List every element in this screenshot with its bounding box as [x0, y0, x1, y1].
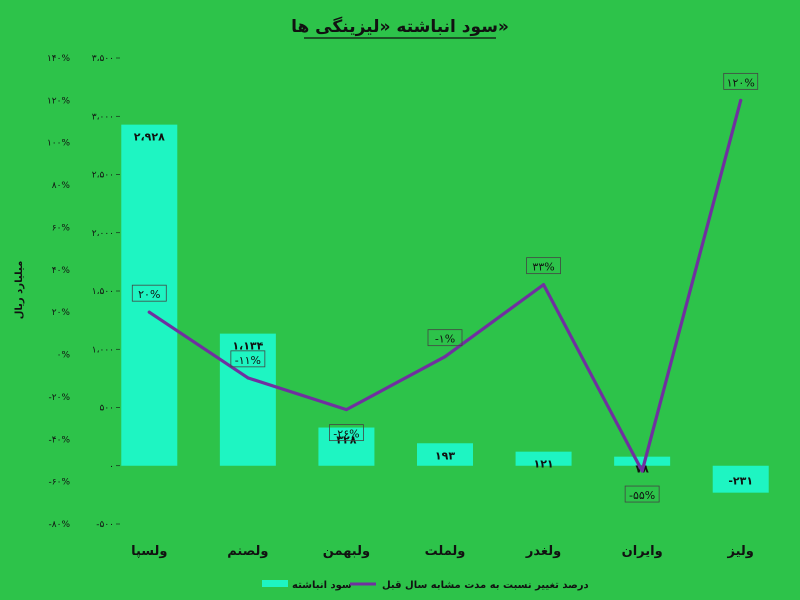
- line-series: [147, 98, 743, 473]
- value-tick-label: ۱،۰۰۰: [92, 345, 114, 355]
- bar: [712, 465, 769, 493]
- value-tick-label: ۳،۵۰۰: [92, 54, 114, 64]
- percent-tick-label: ۱۲۰%: [47, 96, 71, 106]
- category-label: ولسپا: [131, 544, 167, 559]
- line-label-box: [329, 424, 364, 442]
- bar: [515, 451, 572, 466]
- line-label-box: [723, 72, 759, 90]
- value-tick-label: -۵۰۰: [96, 520, 114, 530]
- bar-value-label: ۳۲۸: [336, 434, 356, 447]
- line-value-label: -۲۶%: [333, 428, 359, 441]
- percent-tick-label: -۲۰%: [49, 393, 71, 403]
- value-tick-label: ۲،۵۰۰: [92, 171, 114, 181]
- category-label: ولملت: [425, 544, 466, 559]
- line-point: [246, 376, 250, 380]
- percent-tick-label: ۰%: [57, 351, 71, 361]
- bar-value-label: ۱۲۱: [533, 458, 553, 471]
- category-label: وایران: [622, 544, 663, 559]
- value-tick-label: ۳،۰۰۰: [92, 112, 114, 122]
- bar-series: [121, 124, 769, 493]
- percent-tick-label: -۶۰%: [49, 478, 71, 488]
- line-point: [640, 469, 644, 473]
- legend-swatch-bar: [262, 580, 288, 587]
- percent-tick-label: -۴۰%: [49, 435, 71, 445]
- bar: [417, 443, 473, 466]
- line-label-box: [526, 257, 561, 275]
- bar-value-label: -۲۳۱: [728, 475, 753, 488]
- line-value-label: -۱%: [435, 333, 455, 346]
- percent-tick-label: -۸۰%: [49, 520, 71, 530]
- bar: [121, 124, 178, 466]
- category-label: ولصنم: [227, 544, 268, 559]
- value-tick-label: ۱،۵۰۰: [92, 287, 114, 297]
- category-axis: ولسپا ولصنم ولبهمن ولملت ولغدر وایران ولیز: [131, 544, 754, 559]
- value-tick-label: ۵۰۰: [99, 404, 114, 414]
- line-value-label: ۲۰%: [138, 288, 160, 301]
- category-label: ولبهمن: [323, 544, 370, 559]
- line-point: [542, 283, 546, 287]
- line-label-box: [624, 485, 660, 503]
- percent-tick-label: ۱۰۰%: [47, 139, 71, 149]
- bar-value-label: ۱۹۳: [435, 449, 455, 462]
- bar: [318, 427, 375, 466]
- line-value-label: -۵۵%: [629, 489, 655, 502]
- line-value-label: -۱۱%: [235, 354, 261, 367]
- percent-tick-label: ۲۰%: [52, 308, 71, 318]
- bar-value-label: ۲،۹۲۸: [134, 131, 165, 144]
- bar: [219, 333, 276, 466]
- line-point: [443, 355, 447, 359]
- category-label: ولیز: [727, 544, 754, 559]
- percent-tick-label: ۸۰%: [52, 181, 71, 191]
- line-point: [344, 408, 348, 412]
- percent-tick-label: ۶۰%: [52, 223, 71, 233]
- bar-value-label: ۱،۱۳۴: [232, 340, 263, 353]
- line-data-labels: ۲۰% -۱۱% -۲۶% -۱% ۳۳% -۵۵% ۱۲۰%: [131, 72, 759, 503]
- percent-tick-label: ۱۴۰%: [47, 54, 71, 64]
- percent-tick-label: ۴۰%: [52, 266, 71, 276]
- y-axis-label: میلیارد ریال: [14, 261, 25, 320]
- percent-axis: ۱۴۰% ۱۲۰% ۱۰۰% ۸۰% ۶۰% ۴۰% ۲۰% ۰% -۲۰% -۴۰% -۶۰% -۸…: [47, 54, 71, 530]
- chart-title: سود انباشته «لیزینگی ها»: [291, 16, 509, 37]
- value-tick-label: ۰: [109, 462, 114, 472]
- value-tick-label: ۲،۰۰۰: [92, 229, 114, 239]
- bar: [614, 456, 671, 466]
- line-value-label: ۱۲۰%: [727, 76, 755, 89]
- legend: سود انباشته درصد تغییر نسبت به مدت مشابه …: [262, 580, 589, 591]
- line-point: [739, 98, 743, 102]
- legend-label-line: درصد تغییر نسبت به مدت مشابه سال قبل: [382, 580, 589, 591]
- value-axis: ۳،۵۰۰ ۳،۰۰۰ ۲،۵۰۰ ۲،۰۰۰ ۱،۵۰۰ ۱،۰۰۰ ۵۰۰ ۰ -۵۰۰: [92, 54, 120, 530]
- category-label: ولغدر: [525, 544, 561, 559]
- line-label-box: [131, 284, 167, 302]
- line-point: [147, 310, 151, 314]
- legend-label-bar: سود انباشته: [292, 580, 352, 591]
- line-label-box: [230, 350, 266, 368]
- line-value-label: ۳۳%: [532, 261, 554, 274]
- line-label-box: [427, 329, 463, 347]
